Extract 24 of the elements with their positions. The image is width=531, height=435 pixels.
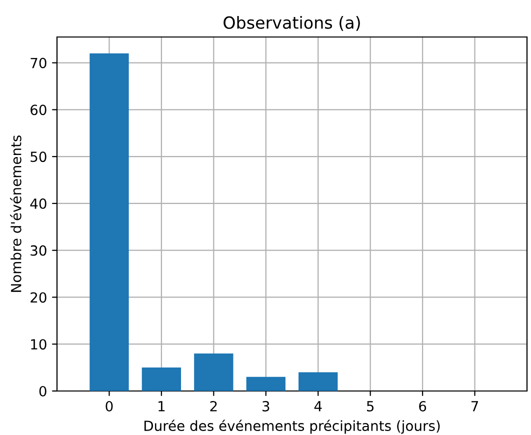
bar — [246, 376, 286, 391]
x-tick-label: 2 — [210, 400, 217, 412]
y-tick-label: 40 — [30, 198, 46, 209]
y-tick-label: 30 — [30, 245, 46, 256]
bar — [142, 368, 182, 391]
x-tick-label: 3 — [262, 400, 270, 412]
x-tick-label: 4 — [314, 401, 322, 412]
x-tick-label: 7 — [472, 401, 478, 412]
chart-title: Observations (a) — [224, 16, 360, 31]
y-tick-label: 20 — [30, 292, 46, 303]
bar — [90, 53, 129, 391]
x-axis-title: Durée des événements précipitants (jours) — [144, 420, 440, 434]
y-tick-label: 70 — [30, 58, 46, 68]
bar — [194, 353, 234, 391]
x-tick-label: 5 — [366, 401, 374, 412]
x-tick-label: 6 — [419, 400, 426, 412]
bar — [298, 372, 338, 391]
y-axis-title: Nombre d'événements — [10, 135, 22, 292]
x-tick-label: 1 — [158, 401, 165, 412]
y-tick-label: 60 — [30, 104, 46, 116]
x-tick-label: 0 — [106, 400, 113, 412]
y-tick-label: 0 — [39, 386, 46, 396]
y-tick-label: 50 — [30, 152, 46, 162]
y-tick-label: 10 — [31, 339, 46, 350]
